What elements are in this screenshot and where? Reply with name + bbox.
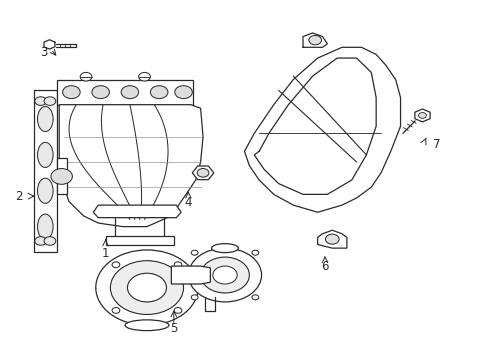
Ellipse shape — [211, 244, 238, 253]
Circle shape — [96, 250, 198, 325]
Circle shape — [51, 168, 72, 184]
Polygon shape — [105, 235, 173, 244]
Circle shape — [92, 86, 109, 99]
Text: 3: 3 — [40, 46, 47, 59]
Circle shape — [251, 250, 258, 255]
Polygon shape — [93, 205, 181, 218]
Circle shape — [251, 295, 258, 300]
Ellipse shape — [125, 320, 168, 330]
Polygon shape — [57, 158, 66, 194]
Circle shape — [308, 36, 321, 45]
Circle shape — [35, 97, 46, 105]
Polygon shape — [317, 230, 346, 248]
Circle shape — [325, 234, 338, 244]
Circle shape — [150, 86, 167, 99]
Polygon shape — [59, 105, 203, 226]
Circle shape — [62, 86, 80, 99]
Polygon shape — [192, 166, 213, 180]
Polygon shape — [244, 47, 400, 212]
Text: 1: 1 — [102, 247, 109, 260]
Circle shape — [44, 237, 56, 245]
Circle shape — [418, 113, 426, 118]
Polygon shape — [57, 80, 193, 105]
Polygon shape — [414, 109, 429, 122]
Ellipse shape — [38, 107, 53, 132]
Circle shape — [174, 307, 182, 313]
Circle shape — [191, 295, 198, 300]
Circle shape — [139, 72, 150, 81]
Circle shape — [110, 261, 183, 315]
Circle shape — [188, 248, 261, 302]
Text: 7: 7 — [432, 138, 440, 150]
Polygon shape — [34, 90, 57, 252]
Circle shape — [212, 266, 237, 284]
Circle shape — [174, 86, 192, 99]
Circle shape — [174, 262, 182, 267]
Circle shape — [112, 262, 120, 267]
Circle shape — [80, 72, 92, 81]
Circle shape — [191, 250, 198, 255]
Circle shape — [35, 237, 46, 245]
Text: 4: 4 — [184, 196, 192, 209]
Circle shape — [121, 86, 139, 99]
Circle shape — [197, 168, 208, 177]
Text: 6: 6 — [321, 260, 328, 273]
Circle shape — [127, 273, 166, 302]
Circle shape — [200, 257, 249, 293]
Ellipse shape — [38, 214, 53, 239]
Ellipse shape — [38, 178, 53, 203]
Text: 5: 5 — [170, 322, 177, 335]
Ellipse shape — [38, 142, 53, 167]
Circle shape — [112, 307, 120, 313]
Text: 2: 2 — [16, 190, 23, 203]
Polygon shape — [171, 266, 210, 284]
Circle shape — [44, 97, 56, 105]
